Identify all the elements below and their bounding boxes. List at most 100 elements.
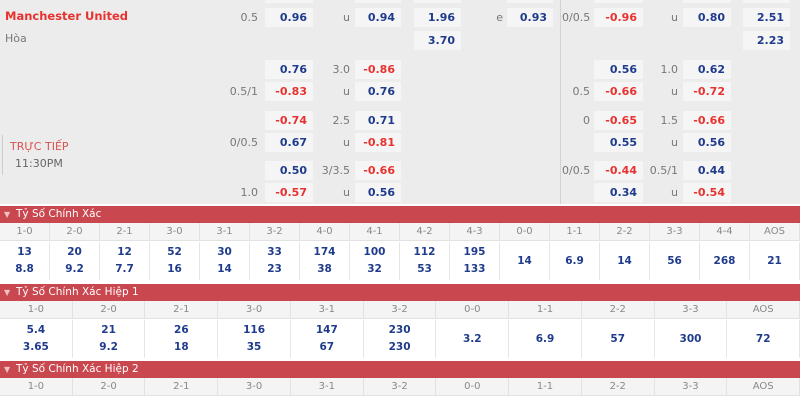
odds-cell[interactable] [743, 0, 790, 3]
score-odds-cell[interactable]: 195 133 [450, 242, 500, 280]
score-odds-value[interactable]: 21 [101, 324, 116, 336]
hcap-odds[interactable]: -0.83 [265, 82, 313, 101]
odds-cell[interactable] [355, 0, 401, 3]
score-odds-value[interactable]: 174 [313, 246, 336, 258]
score-odds-value[interactable]: 16 [167, 263, 182, 275]
h1-ou-odds[interactable]: 0.56 [683, 133, 731, 152]
score-odds-value[interactable]: 6.9 [565, 254, 584, 267]
score-odds-value[interactable]: 32 [367, 263, 382, 275]
score-odds-value[interactable]: 12 [117, 246, 132, 258]
score-odds-value[interactable]: 30 [217, 246, 232, 258]
score-odds-value[interactable]: 14 [217, 263, 232, 275]
h1-ou-odds[interactable]: -0.66 [683, 111, 731, 130]
score-odds-value[interactable]: 72 [755, 332, 771, 345]
odds-cell[interactable] [683, 0, 731, 3]
score-odds-value[interactable]: 3.2 [462, 332, 482, 345]
score-odds-value[interactable]: 116 [243, 324, 266, 336]
score-odds-value[interactable]: 13 [17, 246, 32, 258]
section-header[interactable]: ▼ Tỷ Số Chính Xác [0, 206, 800, 223]
score-odds-value[interactable]: 300 [679, 332, 702, 345]
score-odds-cell[interactable]: 14 [600, 242, 650, 280]
score-odds-value[interactable]: 112 [413, 246, 436, 258]
score-odds-cell[interactable]: 33 23 [250, 242, 300, 280]
h1-hcap-odds[interactable]: 0.34 [594, 183, 643, 202]
h1-ou-odds[interactable]: 0.80 [683, 8, 731, 27]
score-odds-cell[interactable]: 12 7.7 [100, 242, 150, 280]
score-odds-cell[interactable]: 3.2 [436, 320, 510, 358]
score-odds-value[interactable]: 230 [388, 341, 411, 353]
score-odds-value[interactable]: 53 [417, 263, 432, 275]
h1-ou-odds[interactable]: -0.54 [683, 183, 731, 202]
score-odds-cell[interactable]: 30 14 [200, 242, 250, 280]
h1-hcap-odds[interactable]: -0.65 [594, 111, 643, 130]
h1-hcap-odds[interactable]: -0.66 [594, 82, 643, 101]
odds-cell[interactable] [265, 0, 313, 3]
score-odds-value[interactable]: 23 [267, 263, 282, 275]
odds-cell[interactable] [414, 0, 461, 3]
h1-1x2-odds[interactable]: 2.51 [743, 8, 790, 27]
score-odds-cell[interactable]: 268 [700, 242, 750, 280]
score-odds-value[interactable]: 18 [174, 341, 189, 353]
score-odds-value[interactable]: 20 [67, 246, 82, 258]
h1-1x2-odds[interactable]: 2.23 [743, 31, 790, 50]
h1-hcap-odds[interactable]: -0.44 [594, 161, 643, 180]
hcap-odds[interactable]: -0.57 [265, 183, 313, 202]
ou-odds[interactable]: -0.66 [355, 161, 401, 180]
h1-hcap-odds[interactable]: -0.96 [594, 8, 643, 27]
score-odds-cell[interactable]: 26 18 [145, 320, 219, 358]
ou-odds[interactable]: 0.71 [355, 111, 401, 130]
hcap-odds[interactable]: 0.67 [265, 133, 313, 152]
score-odds-cell[interactable]: 52 16 [150, 242, 200, 280]
chevron-down-icon[interactable]: ▼ [4, 210, 11, 219]
score-odds-cell[interactable]: 6.9 [509, 320, 582, 358]
score-odds-value[interactable]: 195 [463, 246, 486, 258]
1x2-odds[interactable]: 1.96 [414, 8, 461, 27]
hcap-odds[interactable]: -0.74 [265, 111, 313, 130]
h1-hcap-odds[interactable]: 0.55 [594, 133, 643, 152]
odds-cell[interactable] [507, 0, 553, 3]
score-odds-cell[interactable]: 13 8.8 [0, 242, 50, 280]
score-odds-value[interactable]: 35 [246, 341, 262, 353]
draw-odds[interactable]: 0.93 [507, 8, 553, 27]
score-odds-value[interactable]: 57 [610, 332, 626, 345]
score-odds-value[interactable]: 56 [667, 254, 682, 267]
score-odds-cell[interactable]: 14 [500, 242, 550, 280]
score-odds-value[interactable]: 21 [767, 254, 782, 267]
score-odds-value[interactable]: 6.9 [535, 332, 555, 345]
ou-odds[interactable]: 0.76 [355, 82, 401, 101]
section-header[interactable]: ▼ Tỷ Số Chính Xác Hiệp 1 [0, 284, 800, 301]
ou-odds[interactable]: -0.86 [355, 60, 401, 79]
chevron-down-icon[interactable]: ▼ [4, 365, 11, 374]
score-odds-cell[interactable]: 72 [727, 320, 800, 358]
score-odds-cell[interactable]: 174 38 [300, 242, 350, 280]
score-odds-cell[interactable]: 112 53 [400, 242, 450, 280]
h1-hcap-odds[interactable]: 0.56 [594, 60, 643, 79]
h1-ou-odds[interactable]: 0.44 [683, 161, 731, 180]
score-odds-cell[interactable]: 20 9.2 [50, 242, 100, 280]
ou-odds[interactable]: 0.94 [355, 8, 401, 27]
score-odds-value[interactable]: 5.4 [26, 324, 46, 336]
ou-odds[interactable]: 0.56 [355, 183, 401, 202]
score-odds-value[interactable]: 14 [617, 254, 632, 267]
hcap-odds[interactable]: 0.96 [265, 8, 313, 27]
score-odds-cell[interactable]: 57 [582, 320, 655, 358]
score-odds-cell[interactable]: 21 [750, 242, 800, 280]
score-odds-value[interactable]: 230 [388, 324, 411, 336]
h1-ou-odds[interactable]: 0.62 [683, 60, 731, 79]
chevron-down-icon[interactable]: ▼ [4, 288, 11, 297]
score-odds-value[interactable]: 8.8 [15, 263, 34, 275]
hcap-odds[interactable]: 0.50 [265, 161, 313, 180]
h1-ou-odds[interactable]: -0.72 [683, 82, 731, 101]
score-odds-value[interactable]: 100 [363, 246, 386, 258]
score-odds-value[interactable]: 52 [167, 246, 182, 258]
score-odds-cell[interactable]: 116 35 [218, 320, 291, 358]
score-odds-cell[interactable]: 5.4 3.65 [0, 320, 73, 358]
score-odds-cell[interactable]: 56 [650, 242, 700, 280]
score-odds-value[interactable]: 3.65 [22, 341, 49, 353]
score-odds-cell[interactable]: 100 32 [350, 242, 400, 280]
hcap-odds[interactable]: 0.76 [265, 60, 313, 79]
score-odds-value[interactable]: 268 [713, 254, 736, 267]
score-odds-cell[interactable]: 147 67 [291, 320, 364, 358]
score-odds-value[interactable]: 133 [463, 263, 486, 275]
score-odds-cell[interactable]: 230 230 [364, 320, 437, 358]
